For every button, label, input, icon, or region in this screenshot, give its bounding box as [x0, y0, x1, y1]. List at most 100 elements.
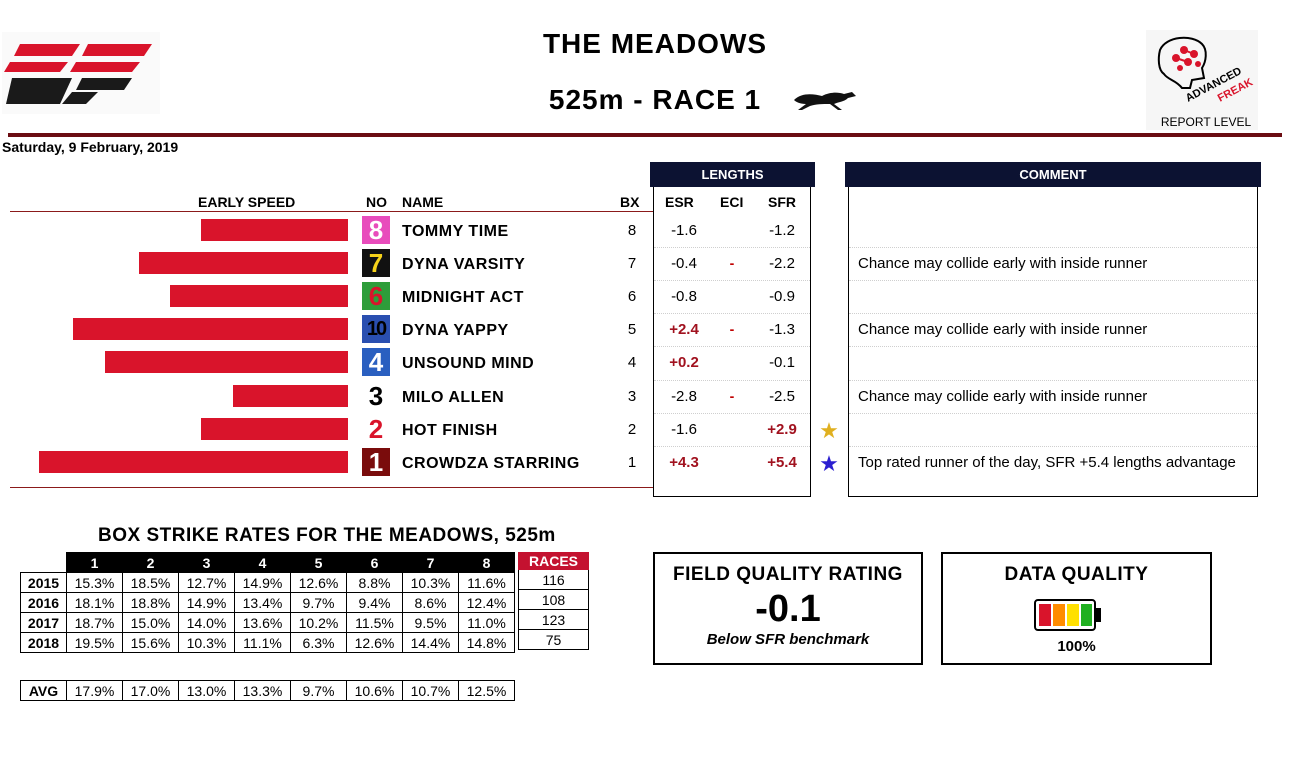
corner-cell	[21, 553, 67, 573]
blue-star-icon: ★	[819, 451, 839, 476]
avg-label: AVG	[20, 680, 67, 701]
box-col-header: 4	[234, 552, 291, 573]
esr-value: +0.2	[669, 354, 699, 371]
eci-header: ECI	[720, 194, 744, 210]
runner-box: 1	[627, 454, 637, 471]
runner-name: HOT FINISH	[402, 422, 498, 439]
strike-rate-cell: 18.7%	[66, 612, 123, 633]
field-quality-panel: FIELD QUALITY RATING -0.1 Below SFR benc…	[653, 552, 923, 665]
strike-rate-cell: 14.0%	[178, 612, 235, 633]
early-speed-bar	[39, 451, 348, 473]
runner-name: DYNA VARSITY	[402, 256, 526, 273]
early-speed-bar	[201, 418, 348, 440]
runner-box: 7	[627, 255, 637, 272]
rug-number: 1	[362, 448, 390, 476]
row-divider	[849, 313, 1257, 314]
strike-rate-cell: 11.0%	[458, 612, 515, 633]
comment-frame	[848, 187, 1258, 497]
data-quality-title: DATA QUALITY	[1004, 564, 1149, 585]
runner-box: 5	[627, 321, 637, 338]
box-strike-table: 1 2 3 4 5 6 7 8 2015 15.3% 18.5% 12.7% 14.9%…	[20, 552, 515, 653]
report-level-label: REPORT LEVEL	[1160, 115, 1252, 129]
advanced-freak-badge: ADVANCED FREAK	[1146, 30, 1258, 130]
early-speed-bar	[139, 252, 348, 274]
sfr-value: -2.2	[769, 255, 795, 272]
row-divider	[849, 280, 1257, 281]
esr-value: -0.4	[671, 255, 697, 272]
strike-rate-cell: 18.5%	[122, 572, 179, 593]
box-col-header: 2	[122, 552, 179, 573]
strike-rate-cell: 12.6%	[290, 572, 347, 593]
box-col-header: 3	[178, 552, 235, 573]
lengths-frame	[653, 187, 811, 497]
strike-rate-cell: 14.8%	[458, 632, 515, 653]
strike-rate-cell: 8.6%	[402, 592, 459, 613]
runner-comment: Chance may collide early with inside run…	[858, 321, 1148, 338]
table-bottom-rule	[10, 487, 653, 488]
runner-comment: Chance may collide early with inside run…	[858, 388, 1148, 405]
races-count: 108	[518, 589, 589, 610]
runner-box: 6	[627, 288, 637, 305]
strike-rate-cell: 18.8%	[122, 592, 179, 613]
sfr-value: -2.5	[769, 388, 795, 405]
runner-comment: Chance may collide early with inside run…	[858, 255, 1148, 272]
lengths-header: LENGTHS	[650, 162, 815, 187]
year-label: 2017	[20, 612, 67, 633]
eci-value: -	[729, 388, 735, 404]
name-header: NAME	[402, 194, 444, 210]
sfr-header: SFR	[768, 194, 796, 210]
races-header: RACES	[518, 552, 589, 570]
sfr-value: +2.9	[767, 421, 797, 438]
greyhound-icon	[792, 86, 858, 112]
esr-value: +4.3	[669, 454, 699, 471]
strike-rate-cell: 9.5%	[402, 612, 459, 633]
strike-rate-cell: 8.8%	[346, 572, 403, 593]
box-col-header: 6	[346, 552, 403, 573]
field-quality-value: -0.1	[755, 588, 821, 630]
table-top-rule	[10, 211, 653, 212]
rug-number: 8	[362, 216, 390, 244]
battery-icon	[1034, 599, 1102, 631]
races-table: RACES 116 108 123 75	[518, 552, 589, 650]
strike-rate-cell: 15.0%	[122, 612, 179, 633]
runner-box: 3	[627, 388, 637, 405]
track-title: THE MEADOWS	[542, 28, 768, 59]
row-divider	[849, 380, 1257, 381]
strike-rate-cell: 15.6%	[122, 632, 179, 653]
eci-value: -	[729, 321, 735, 337]
avg-table: AVG 17.9% 17.0% 13.0% 13.3% 9.7% 10.6% 1…	[20, 680, 515, 701]
rug-number: 2	[362, 415, 390, 443]
strike-rate-cell: 6.3%	[290, 632, 347, 653]
rug-number: 4	[362, 348, 390, 376]
row-divider	[654, 413, 810, 414]
rug-number: 7	[362, 249, 390, 277]
avg-cell: 10.6%	[346, 680, 403, 701]
header-rule	[8, 133, 1282, 137]
row-divider	[654, 247, 810, 248]
data-quality-percent: 100%	[1057, 638, 1096, 655]
early-speed-bar	[73, 318, 348, 340]
races-count: 75	[518, 629, 589, 650]
gold-star-icon: ★	[819, 418, 839, 443]
early-speed-header: EARLY SPEED	[198, 194, 296, 210]
strike-rate-cell: 13.6%	[234, 612, 291, 633]
early-speed-bar	[233, 385, 348, 407]
runner-name: MIDNIGHT ACT	[402, 289, 524, 306]
strike-rate-cell: 11.5%	[346, 612, 403, 633]
box-col-header: 7	[402, 552, 459, 573]
sfr-value: +5.4	[767, 454, 797, 471]
strike-rate-cell: 14.9%	[178, 592, 235, 613]
strike-rate-cell: 15.3%	[66, 572, 123, 593]
sfr-value: -0.1	[769, 354, 795, 371]
sfr-value: -1.3	[769, 321, 795, 338]
sf-logo	[2, 32, 160, 114]
strike-rate-cell: 12.7%	[178, 572, 235, 593]
box-col-header: 5	[290, 552, 347, 573]
races-count: 123	[518, 609, 589, 630]
strike-rate-cell: 10.3%	[402, 572, 459, 593]
race-date: Saturday, 9 February, 2019	[2, 139, 179, 155]
year-label: 2015	[20, 572, 67, 593]
esr-value: -0.8	[671, 288, 697, 305]
field-quality-subtitle: Below SFR benchmark	[706, 631, 870, 648]
races-count: 116	[518, 569, 589, 590]
